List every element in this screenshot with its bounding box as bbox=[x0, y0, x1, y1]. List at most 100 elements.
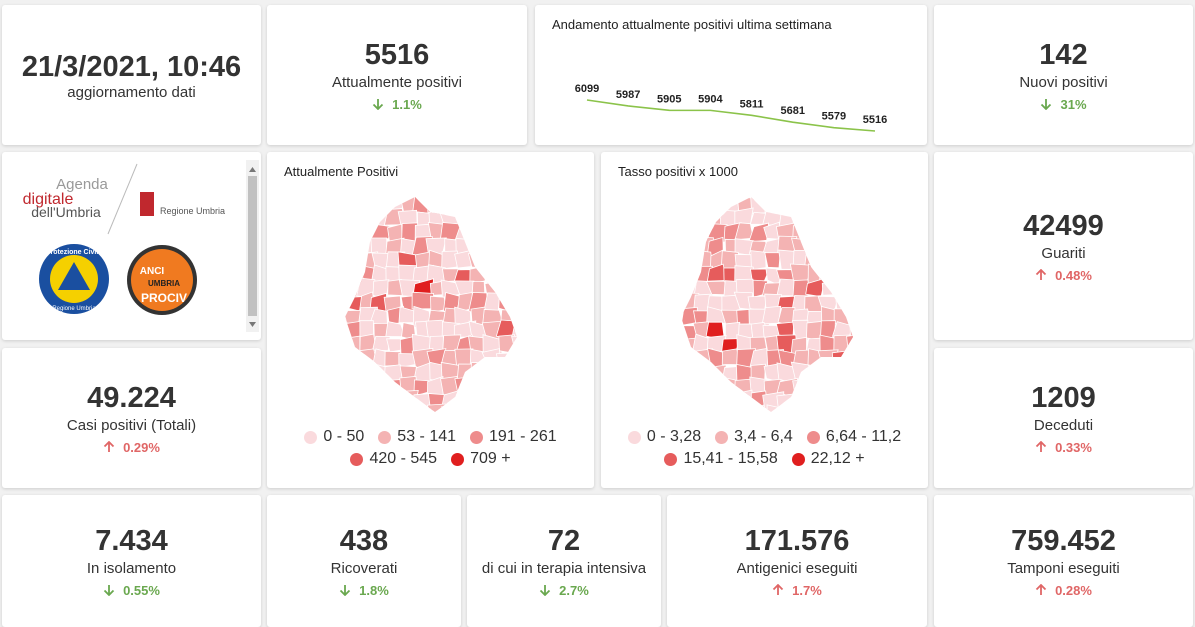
municipality bbox=[372, 403, 393, 412]
municipality bbox=[822, 207, 839, 230]
municipality bbox=[345, 251, 362, 267]
municipality bbox=[481, 348, 500, 370]
municipality bbox=[777, 406, 794, 412]
municipality bbox=[820, 239, 841, 255]
municipality bbox=[845, 363, 853, 383]
municipality bbox=[847, 226, 853, 244]
legend-label: 0 - 3,28 bbox=[646, 428, 702, 445]
municipality bbox=[803, 404, 821, 412]
scroll-down[interactable] bbox=[249, 322, 256, 327]
change-value: 2.7% bbox=[559, 583, 589, 598]
municipality bbox=[511, 221, 517, 243]
municipality bbox=[833, 209, 850, 230]
municipality bbox=[847, 197, 853, 216]
stat-label: Ricoverati bbox=[330, 560, 398, 577]
trend-label: 5904 bbox=[698, 93, 723, 105]
stat-card: 7.434 In isolamento 0.55% bbox=[2, 495, 261, 627]
municipality bbox=[736, 404, 755, 412]
municipality bbox=[775, 197, 795, 217]
legend-item: 6,64 - 11,2 bbox=[806, 428, 902, 446]
municipality bbox=[791, 207, 810, 229]
logo-text: Protezione Civile bbox=[46, 249, 103, 256]
municipality bbox=[848, 404, 853, 412]
arrow-shape bbox=[1035, 440, 1047, 452]
municipality bbox=[495, 239, 515, 258]
municipality bbox=[345, 365, 364, 385]
stat-change: 1.1% bbox=[372, 97, 422, 112]
municipality bbox=[833, 280, 852, 299]
municipality bbox=[457, 209, 474, 231]
municipality bbox=[514, 365, 517, 384]
municipality bbox=[705, 197, 726, 213]
scroll-up[interactable] bbox=[249, 167, 256, 172]
municipality bbox=[821, 197, 840, 213]
municipality bbox=[486, 264, 504, 284]
municipality bbox=[750, 404, 767, 412]
municipality bbox=[846, 333, 853, 357]
municipality bbox=[822, 222, 837, 241]
legend-swatch bbox=[470, 430, 484, 444]
change-value: 0.33% bbox=[1055, 440, 1092, 455]
municipality bbox=[512, 348, 517, 366]
municipality bbox=[790, 403, 811, 412]
municipality bbox=[804, 236, 825, 258]
municipality bbox=[500, 221, 517, 245]
update-time: 21/3/2021, 10:46 bbox=[21, 50, 242, 83]
municipality bbox=[372, 335, 391, 352]
stat-card: 1209 Deceduti 0.33% bbox=[934, 348, 1193, 488]
municipality bbox=[681, 376, 700, 395]
municipality bbox=[509, 197, 517, 214]
municipality bbox=[372, 197, 393, 217]
municipality bbox=[803, 221, 826, 242]
municipality bbox=[696, 208, 715, 227]
legend-label: 420 - 545 bbox=[369, 450, 438, 467]
municipality bbox=[514, 279, 517, 298]
stat-card: 171.576 Antigenici eseguiti 1.7% bbox=[667, 495, 927, 627]
municipality bbox=[721, 294, 741, 315]
municipality bbox=[497, 407, 516, 412]
municipality bbox=[345, 223, 360, 244]
arrow-shape bbox=[1035, 583, 1047, 595]
municipality bbox=[832, 361, 853, 383]
municipality bbox=[484, 249, 502, 271]
scrollbar-thumb[interactable] bbox=[248, 176, 257, 316]
stat-value: 142 bbox=[1039, 39, 1088, 71]
municipality bbox=[369, 390, 390, 410]
map-title: Tasso positivi x 1000 bbox=[618, 164, 738, 179]
municipality bbox=[776, 393, 798, 411]
municipality bbox=[356, 409, 378, 412]
stat-change: 2.7% bbox=[539, 583, 589, 598]
municipality bbox=[497, 278, 516, 299]
municipality bbox=[708, 377, 728, 396]
legend-label: 53 - 141 bbox=[397, 428, 457, 445]
change-arrow bbox=[340, 585, 351, 597]
stat-change: 0.29% bbox=[103, 440, 160, 455]
logos-card: Agenda digitale dell'Umbria Regione Umbr… bbox=[2, 152, 261, 340]
change-arrow bbox=[1035, 583, 1047, 595]
stat-label: In isolamento bbox=[86, 560, 177, 577]
stat-value: 1209 bbox=[1031, 382, 1096, 414]
municipality bbox=[845, 278, 853, 300]
logo-text: Regione Umbria bbox=[52, 306, 96, 312]
stat-change: 0.48% bbox=[1035, 268, 1092, 283]
municipality bbox=[706, 404, 728, 412]
map bbox=[681, 197, 853, 412]
municipality bbox=[817, 362, 839, 382]
municipality bbox=[513, 253, 517, 273]
municipality bbox=[358, 364, 377, 383]
map-card: Tasso positivi x 1000 0 - 3,28 3,4 - 6,4 6,… bbox=[601, 152, 928, 488]
legend-label: 6,64 - 11,2 bbox=[825, 428, 902, 445]
legend-swatch bbox=[627, 430, 641, 444]
municipality bbox=[681, 236, 700, 256]
trend-label: 5516 bbox=[863, 114, 887, 126]
change-arrow bbox=[1041, 99, 1052, 111]
arrow-shape bbox=[540, 585, 551, 597]
municipality bbox=[761, 197, 785, 216]
protezione-logo bbox=[58, 262, 90, 290]
municipality bbox=[832, 407, 853, 412]
municipalities bbox=[345, 197, 517, 412]
municipality bbox=[849, 319, 853, 341]
logo-text: Agenda bbox=[56, 176, 108, 193]
municipality bbox=[496, 197, 517, 215]
municipality bbox=[720, 403, 742, 412]
